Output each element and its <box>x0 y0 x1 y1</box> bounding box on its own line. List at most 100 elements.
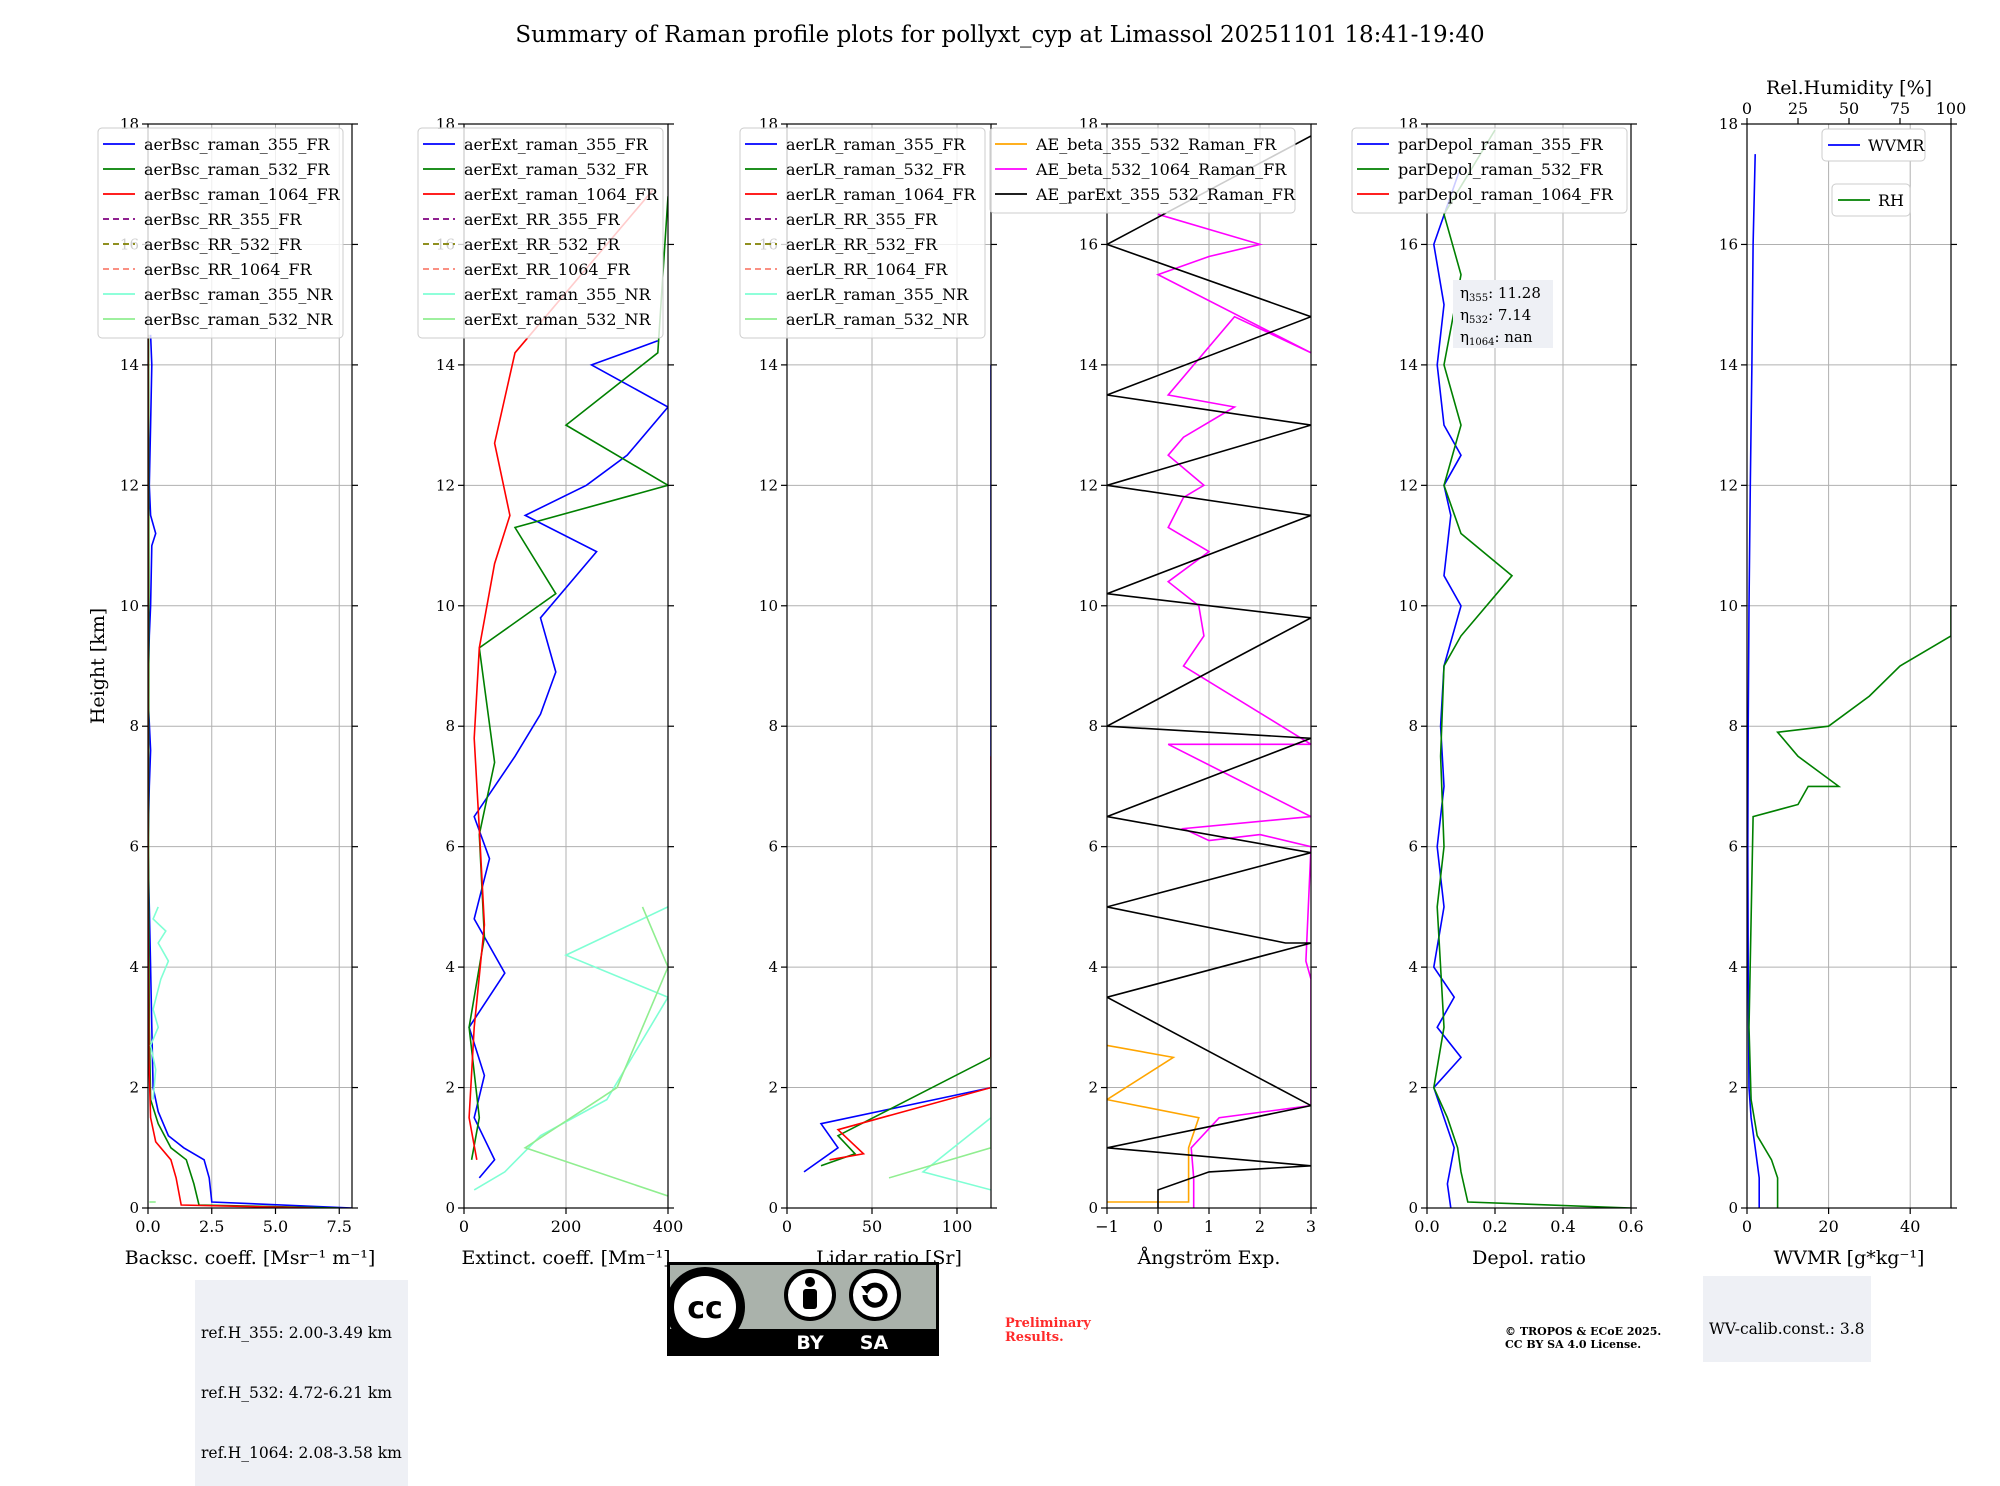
preliminary-line-2: Results. <box>1005 1330 1064 1345</box>
xtick-label: 0 <box>1742 1217 1752 1236</box>
legend-label: WVMR <box>1868 136 1925 155</box>
legend-box <box>739 127 986 339</box>
ytick-label: 2 <box>445 1079 455 1097</box>
ytick-label: 8 <box>768 717 778 735</box>
series-aerLR_raman_355_NR <box>921 1117 991 1191</box>
series-aerBsc_raman_532_FR <box>148 334 340 1208</box>
x-axis-label: Depol. ratio <box>1472 1247 1586 1269</box>
x2tick-label: 75 <box>1890 99 1910 118</box>
ytick-label: 18 <box>1719 115 1738 133</box>
ytick-label: 4 <box>1088 958 1098 976</box>
cc-logo-circle <box>674 1276 736 1338</box>
legend-label: aerBsc_RR_532_FR <box>144 235 302 254</box>
ytick-label: 6 <box>1408 838 1418 856</box>
ytick-label: 4 <box>129 958 139 976</box>
ytick-label: 12 <box>1719 476 1738 494</box>
ytick-label: 10 <box>759 597 778 615</box>
x-axis-label: Ångström Exp. <box>1137 1247 1281 1269</box>
series-aerExt_raman_1064_FR <box>468 189 654 1160</box>
series-aerExt_raman_355_FR <box>468 340 668 1179</box>
legend-label: aerExt_raman_355_FR <box>464 135 649 154</box>
ytick-label: 0 <box>1728 1199 1738 1217</box>
xtick-label: 0.4 <box>1550 1217 1575 1236</box>
ytick-label: 12 <box>1079 476 1098 494</box>
ytick-label: 4 <box>768 958 778 976</box>
series-AE_beta_532_1064_Raman_FR <box>1155 213 1311 1208</box>
legend-label: aerBsc_raman_1064_FR <box>144 185 341 204</box>
eta-355: η355: 11.28 <box>1460 284 1541 304</box>
ytick-label: 12 <box>1399 476 1418 494</box>
ytick-label: 6 <box>1728 838 1738 856</box>
legend-label: aerBsc_raman_355_FR <box>144 135 330 154</box>
ref-height-532: ref.H_532: 4.72-6.21 km <box>201 1384 392 1402</box>
cc-logo: cc <box>687 1291 723 1326</box>
xtick-label: 7.5 <box>327 1217 352 1236</box>
legend-box-wvmr <box>1821 128 1926 162</box>
series-aerBsc_raman_355_FR <box>148 334 352 1208</box>
x-axis-label: Backsc. coeff. [Msr⁻¹ m⁻¹] <box>125 1247 376 1269</box>
xtick-label: 400 <box>653 1217 684 1236</box>
ytick-label: 0 <box>445 1199 455 1217</box>
legend-label: parDepol_raman_355_FR <box>1398 135 1604 154</box>
legend-label: aerLR_raman_355_FR <box>786 135 966 154</box>
xtick-label: 0.0 <box>1414 1217 1439 1236</box>
ytick-label: 2 <box>768 1079 778 1097</box>
xtick-label: 0.2 <box>1482 1217 1507 1236</box>
x-axis-label: Extinct. coeff. [Mm⁻¹] <box>461 1247 670 1269</box>
ytick-label: 14 <box>436 356 455 374</box>
cc-label-by: BY <box>796 1332 823 1354</box>
legend-label: aerLR_RR_532_FR <box>786 235 938 254</box>
legend-label: parDepol_raman_532_FR <box>1398 160 1604 179</box>
ytick-label: 2 <box>1088 1079 1098 1097</box>
ytick-label: 12 <box>759 476 778 494</box>
legend-label: aerExt_raman_1064_FR <box>464 185 659 204</box>
ytick-label: 6 <box>445 838 455 856</box>
ytick-label: 8 <box>1728 717 1738 735</box>
xtick-label: 100 <box>942 1217 973 1236</box>
panel-3: 024681012141618050100Lidar ratio [Sr]aer… <box>739 115 997 1269</box>
xtick-label: 200 <box>551 1217 582 1236</box>
ytick-label: 2 <box>1728 1079 1738 1097</box>
legend-label: AE_beta_532_1064_Raman_FR <box>1035 160 1287 179</box>
cc-label-sa: SA <box>860 1332 889 1354</box>
series-RH <box>1748 605 1951 1208</box>
copyright-note: © TROPOS & ECoE 2025. CC BY SA 4.0 Licen… <box>1505 1325 1661 1351</box>
reference-heights-box: ref.H_355: 2.00-3.49 km ref.H_532: 4.72-… <box>195 1280 408 1486</box>
panel-2: 0246810121416180200400Extinct. coeff. [M… <box>417 115 684 1269</box>
ytick-label: 14 <box>1399 356 1418 374</box>
ytick-label: 14 <box>120 356 139 374</box>
xtick-label: 20 <box>1818 1217 1838 1236</box>
ytick-label: 12 <box>436 476 455 494</box>
wv-calib-constant: WV-calib.const.: 3.8 <box>1709 1320 1865 1338</box>
ytick-label: 0 <box>768 1199 778 1217</box>
ytick-label: 10 <box>1079 597 1098 615</box>
ref-height-1064: ref.H_1064: 2.08-3.58 km <box>201 1444 402 1462</box>
ytick-label: 14 <box>1719 356 1738 374</box>
legend-box <box>1351 127 1628 214</box>
x2tick-label: 25 <box>1788 99 1808 118</box>
ytick-label: 16 <box>1399 235 1418 253</box>
ytick-label: 14 <box>1079 356 1098 374</box>
ytick-label: 8 <box>445 717 455 735</box>
ytick-label: 0 <box>1088 1199 1098 1217</box>
ytick-label: 2 <box>1408 1079 1418 1097</box>
x-axis-label: WVMR [g*kg⁻¹] <box>1774 1247 1925 1269</box>
series-aerLR_raman_1064_FR <box>829 756 991 1161</box>
legend-label: aerExt_RR_355_FR <box>464 210 621 229</box>
legend-label: AE_parExt_355_532_Raman_FR <box>1035 185 1296 204</box>
legend-label: aerBsc_raman_532_FR <box>144 160 330 179</box>
copyright-line-2: CC BY SA 4.0 License. <box>1505 1338 1642 1351</box>
series-aerLR_raman_355_FR <box>803 364 991 1173</box>
legend-label: aerLR_raman_1064_FR <box>786 185 976 204</box>
y-axis-label: Height [km] <box>87 608 109 724</box>
legend-label: aerBsc_RR_355_FR <box>144 210 302 229</box>
series-aerBsc_raman_1064_FR <box>148 334 314 1208</box>
series-aerExt_raman_532_NR <box>523 906 668 1197</box>
xtick-label: 2 <box>1255 1217 1265 1236</box>
ytick-label: 10 <box>436 597 455 615</box>
series-aerBsc_raman_355_NR <box>149 906 170 1100</box>
legend-label: aerExt_raman_532_FR <box>464 160 649 179</box>
x2tick-label: 0 <box>1742 99 1752 118</box>
